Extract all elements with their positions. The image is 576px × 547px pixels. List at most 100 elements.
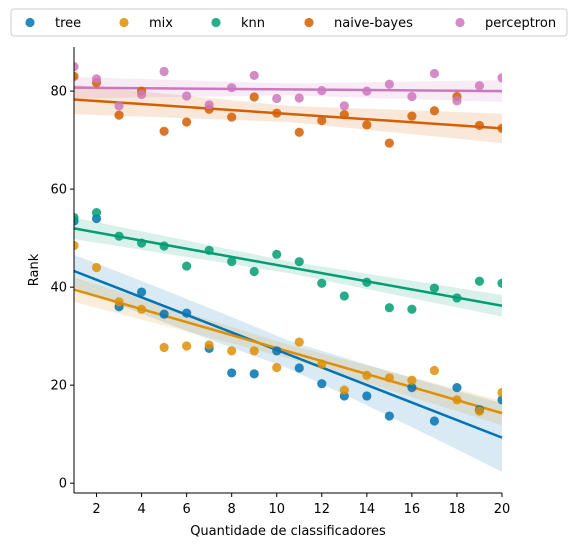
data-point-naive-bayes (160, 127, 169, 136)
data-point-mix (137, 305, 146, 314)
data-point-perceptron (430, 69, 439, 78)
data-point-knn (295, 257, 304, 266)
data-point-naive-bayes (272, 109, 281, 118)
legend-marker-perceptron (455, 18, 464, 27)
data-point-tree (182, 309, 191, 318)
data-point-tree (272, 346, 281, 355)
data-point-naive-bayes (114, 111, 123, 120)
data-point-perceptron (250, 71, 259, 80)
x-tick-label: 12 (314, 502, 331, 517)
data-point-knn (497, 279, 506, 288)
legend-box (11, 9, 567, 36)
data-point-perceptron (182, 91, 191, 100)
data-point-mix (92, 263, 101, 272)
data-point-tree (430, 416, 439, 425)
data-point-mix (272, 363, 281, 372)
data-point-mix (407, 376, 416, 385)
data-point-tree (452, 383, 461, 392)
data-point-perceptron (385, 80, 394, 89)
data-point-knn (430, 284, 439, 293)
data-point-knn (407, 305, 416, 314)
y-axis-label: Rank (27, 253, 42, 286)
data-point-knn (137, 238, 146, 247)
data-point-naive-bayes (295, 128, 304, 137)
data-point-mix (114, 297, 123, 306)
data-point-knn (160, 241, 169, 250)
data-point-perceptron (227, 83, 236, 92)
data-point-knn (114, 232, 123, 241)
legend-marker-tree (25, 18, 34, 27)
data-point-knn (272, 250, 281, 259)
data-point-naive-bayes (407, 112, 416, 121)
data-point-naive-bayes (362, 120, 371, 129)
y-tick-label: 80 (50, 85, 67, 100)
x-tick-label: 8 (228, 502, 236, 517)
x-tick-label: 16 (404, 502, 421, 517)
data-point-naive-bayes (317, 116, 326, 125)
data-point-mix (385, 373, 394, 382)
y-tick-label: 20 (50, 379, 67, 394)
data-point-perceptron (475, 81, 484, 90)
data-point-naive-bayes (385, 138, 394, 147)
data-point-perceptron (114, 101, 123, 110)
data-point-perceptron (137, 90, 146, 99)
data-point-mix (227, 346, 236, 355)
legend: tree mix knn naive-bayes perceptron (11, 9, 567, 36)
data-point-perceptron (340, 101, 349, 110)
x-axis-label: Quantidade de classificadores (190, 524, 386, 539)
data-point-perceptron (362, 87, 371, 96)
data-point-mix (250, 346, 259, 355)
data-point-knn (227, 257, 236, 266)
data-point-perceptron (497, 73, 506, 82)
data-point-knn (182, 261, 191, 270)
legend-label-naive-bayes: naive-bayes (334, 16, 413, 31)
x-tick-label: 20 (494, 502, 511, 517)
legend-label-knn: knn (241, 16, 265, 31)
data-point-perceptron (407, 92, 416, 101)
data-point-knn (452, 293, 461, 302)
data-point-mix (205, 340, 214, 349)
data-point-perceptron (317, 86, 326, 95)
data-point-naive-bayes (250, 92, 259, 101)
y-tick-label: 40 (50, 281, 67, 296)
data-point-naive-bayes (340, 110, 349, 119)
legend-label-perceptron: perceptron (485, 16, 556, 31)
data-point-knn (340, 291, 349, 300)
data-point-perceptron (92, 74, 101, 83)
data-point-mix (497, 388, 506, 397)
x-tick-label: 14 (359, 502, 376, 517)
data-point-mix (452, 395, 461, 404)
data-point-tree (362, 391, 371, 400)
data-point-mix (340, 385, 349, 394)
data-point-perceptron (160, 67, 169, 76)
data-point-naive-bayes (430, 106, 439, 115)
data-point-mix (295, 337, 304, 346)
data-point-knn (317, 279, 326, 288)
data-point-naive-bayes (475, 121, 484, 130)
legend-marker-mix (119, 18, 128, 27)
data-point-knn (385, 303, 394, 312)
y-tick-label: 60 (50, 183, 67, 198)
data-point-mix (362, 371, 371, 380)
data-point-perceptron (295, 93, 304, 102)
data-point-tree (160, 310, 169, 319)
data-point-mix (430, 366, 439, 375)
data-point-perceptron (272, 94, 281, 103)
legend-marker-knn (211, 18, 220, 27)
data-point-naive-bayes (227, 112, 236, 121)
data-point-mix (475, 407, 484, 416)
data-point-mix (160, 343, 169, 352)
data-point-perceptron (205, 100, 214, 109)
data-point-mix (317, 360, 326, 369)
data-point-tree (317, 379, 326, 388)
legend-label-tree: tree (55, 16, 81, 31)
x-tick-label: 4 (137, 502, 145, 517)
data-point-knn (205, 246, 214, 255)
data-point-tree (227, 368, 236, 377)
data-point-naive-bayes (497, 124, 506, 133)
data-point-knn (250, 267, 259, 276)
data-point-naive-bayes (182, 117, 191, 126)
data-point-knn (475, 277, 484, 286)
data-point-perceptron (452, 96, 461, 105)
